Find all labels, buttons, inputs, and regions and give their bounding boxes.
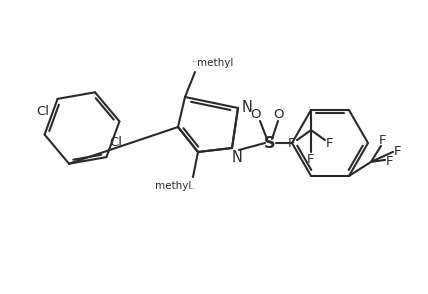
Text: methyl: methyl [197, 58, 233, 68]
Text: N: N [241, 99, 253, 114]
Text: methyl: methyl [190, 187, 196, 189]
Text: Cl: Cl [36, 105, 50, 118]
Text: S: S [264, 136, 276, 151]
Text: F: F [288, 137, 296, 150]
Text: N: N [232, 150, 242, 165]
Text: O: O [251, 108, 261, 121]
Text: O: O [274, 108, 284, 121]
Text: F: F [379, 134, 387, 147]
Text: Cl: Cl [110, 136, 122, 149]
Text: F: F [394, 146, 402, 158]
Text: F: F [307, 153, 315, 166]
Text: methyl: methyl [155, 181, 191, 191]
Text: F: F [386, 156, 394, 168]
Text: F: F [326, 137, 334, 150]
Text: methyl: methyl [193, 60, 197, 62]
